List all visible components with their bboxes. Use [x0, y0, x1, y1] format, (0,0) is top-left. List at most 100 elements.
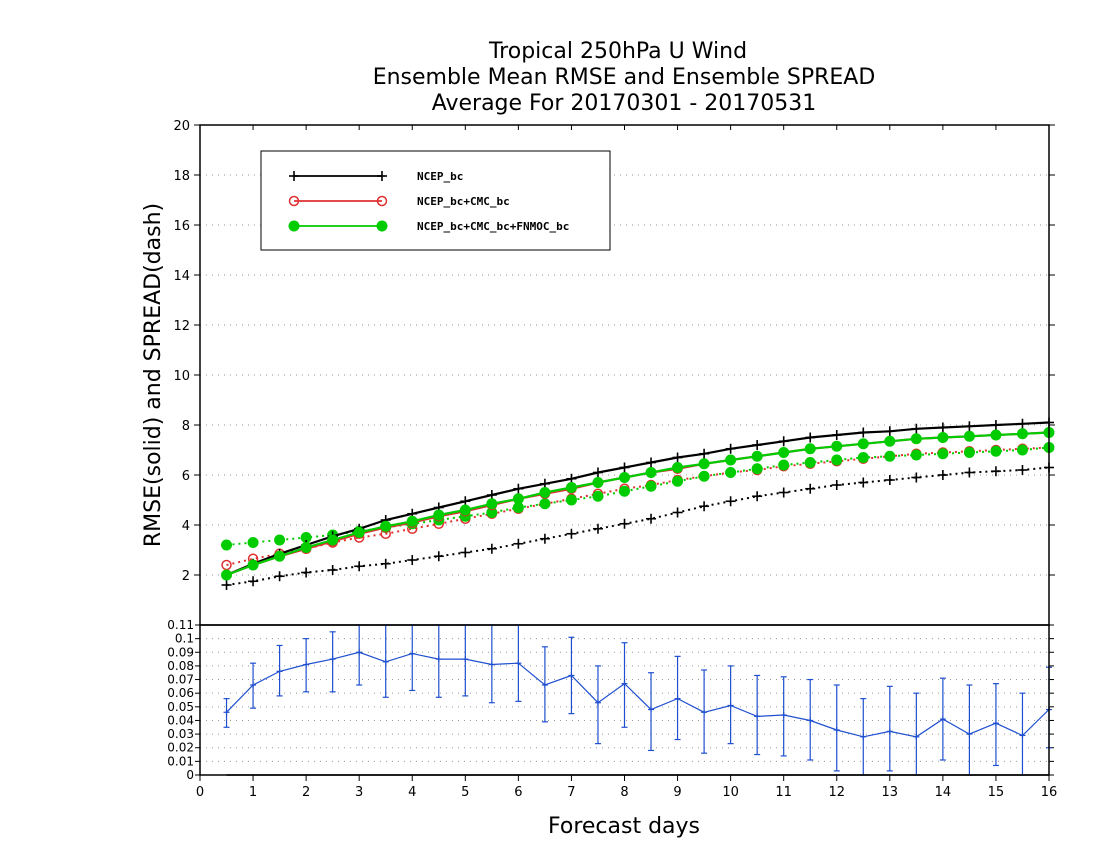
difference-point	[674, 695, 681, 702]
x-tick-label: 10	[722, 785, 739, 800]
data-point-rmse-ncep-bc-cmc-bc-fnmoc-bc	[672, 462, 684, 473]
data-point-rmse-ncep-bc-cmc-bc-fnmoc-bc	[619, 472, 630, 483]
data-point-rmse-ncep-bc-cmc-bc-fnmoc-bc	[459, 504, 471, 516]
x-tick-label: 16	[1041, 785, 1058, 800]
bottom-y-tick-label: 0.09	[167, 645, 194, 659]
data-point-spread-ncep-bc-cmc-bc-fnmoc-bc	[274, 534, 286, 546]
data-point-spread-ncep-bc	[672, 507, 683, 518]
data-point-spread-ncep-bc-cmc-bc-fnmoc-bc	[751, 463, 763, 475]
difference-point	[462, 656, 469, 663]
x-axis-label: Forecast days	[548, 814, 700, 839]
difference-point	[780, 712, 787, 718]
data-point-rmse-ncep-bc-cmc-bc-fnmoc-bc	[1016, 428, 1028, 440]
data-point-rmse-ncep-bc-cmc-bc-fnmoc-bc	[751, 450, 763, 462]
data-point-spread-ncep-bc	[1017, 465, 1028, 475]
bottom-y-tick-label: 0.04	[167, 713, 194, 727]
top-y-axis-label: RMSE(solid) and SPREAD(dash)	[141, 203, 166, 547]
data-point-rmse-ncep-bc-cmc-bc-fnmoc-bc	[406, 515, 418, 527]
data-point-rmse-ncep-bc	[699, 448, 710, 459]
difference-point	[1019, 732, 1026, 739]
data-point-spread-ncep-bc	[725, 496, 736, 507]
bottom-y-tick-label: 0.05	[167, 700, 194, 714]
data-point-rmse-ncep-bc	[964, 421, 975, 432]
difference-point	[515, 660, 522, 667]
data-point-rmse-ncep-bc	[805, 432, 816, 443]
top-y-tick-label: 20	[173, 119, 190, 134]
data-point-spread-ncep-bc	[752, 491, 763, 502]
top-y-tick-label: 18	[173, 169, 190, 184]
bottom-panel-series	[223, 624, 1052, 776]
difference-point	[860, 733, 867, 740]
data-point-spread-ncep-bc	[274, 571, 285, 582]
data-point-rmse-ncep-bc-cmc-bc-fnmoc-bc	[380, 520, 392, 532]
x-tick-label: 4	[408, 785, 416, 800]
bottom-y-tick-label: 0.06	[167, 686, 194, 700]
data-point-spread-ncep-bc-cmc-bc-fnmoc-bc	[247, 537, 259, 548]
data-point-rmse-ncep-bc-cmc-bc-fnmoc-bc	[327, 534, 339, 546]
data-point-rmse-ncep-bc-cmc-bc-fnmoc-bc	[539, 487, 551, 498]
difference-point	[913, 733, 920, 740]
data-point-rmse-ncep-bc-cmc-bc-fnmoc-bc	[963, 430, 975, 442]
data-point-rmse-ncep-bc-cmc-bc-fnmoc-bc	[937, 432, 949, 443]
difference-point	[329, 656, 336, 663]
data-point-rmse-ncep-bc-cmc-bc-fnmoc-bc	[247, 559, 259, 571]
x-tick-label: 13	[882, 785, 899, 800]
data-point-rmse-ncep-bc	[752, 440, 763, 450]
data-point-rmse-ncep-bc	[884, 426, 895, 437]
x-tick-label: 3	[355, 785, 363, 800]
difference-point	[303, 661, 310, 668]
data-point-spread-ncep-bc	[884, 475, 895, 485]
data-point-spread-ncep-bc-cmc-bc-fnmoc-bc	[831, 454, 843, 466]
data-point-spread-ncep-bc	[327, 565, 338, 575]
data-point-spread-ncep-bc	[592, 523, 603, 534]
legend-label: NCEP_bc+CMC_bc	[417, 195, 510, 208]
error-bar	[966, 684, 973, 776]
data-point-rmse-ncep-bc	[911, 423, 922, 434]
x-axis-ticks: 0 1 2 3 4 5 6 7 8 9 10 11 12 13 14 15 16	[196, 125, 1057, 800]
x-tick-label: 14	[935, 785, 952, 800]
x-tick-label: 8	[620, 785, 628, 800]
data-point-rmse-ncep-bc-cmc-bc-fnmoc-bc	[778, 447, 790, 458]
legend-marker-left	[288, 195, 300, 207]
data-point-spread-ncep-bc	[354, 561, 365, 572]
data-point-spread-ncep-bc-cmc-bc-fnmoc-bc	[645, 480, 657, 492]
data-point-rmse-ncep-bc	[646, 457, 657, 468]
legend-marker-right	[376, 195, 388, 207]
top-y-tick-label: 12	[173, 319, 190, 334]
legend-items: NCEP_bc NCEP_bc+CMC_bc NCEP_bc+CMC_bc+FNMO…	[288, 170, 569, 233]
legend-marker-right	[376, 220, 388, 232]
difference-point	[488, 661, 495, 668]
data-point-spread-ncep-bc-cmc-bc-fnmoc-bc	[1016, 444, 1028, 456]
title-line-1: Tropical 250hPa U Wind	[488, 39, 747, 64]
bottom-y-tick-label: 0.02	[167, 741, 194, 755]
bottom-panel-y-ticks: 00.010.020.030.040.050.060.070.080.090.1…	[167, 618, 1054, 782]
data-point-spread-ncep-bc	[433, 551, 444, 562]
top-panel-y-ticks: 2 4 6 8 10 12 14 16 18 20	[173, 119, 1055, 584]
data-point-rmse-ncep-bc-cmc-bc-fnmoc-bc	[274, 550, 286, 562]
bottom-y-tick-label: 0	[186, 768, 194, 782]
x-tick-label: 6	[514, 785, 522, 800]
data-point-rmse-ncep-bc	[725, 443, 736, 454]
difference-point	[435, 656, 442, 663]
difference-point	[541, 682, 548, 688]
data-point-spread-ncep-bc-cmc-bc-fnmoc-bc	[592, 490, 604, 502]
difference-point	[727, 702, 734, 709]
data-point-spread-ncep-bc	[805, 483, 816, 494]
data-point-spread-ncep-bc	[699, 501, 710, 512]
data-point-spread-ncep-bc-cmc-bc-fnmoc-bc	[221, 539, 233, 551]
difference-line	[226, 651, 1050, 738]
difference-point	[939, 716, 946, 723]
data-point-rmse-ncep-bc	[672, 452, 683, 463]
difference-point	[594, 699, 601, 706]
data-point-spread-ncep-bc	[619, 518, 630, 529]
data-point-spread-ncep-bc	[248, 576, 259, 587]
difference-point	[754, 713, 761, 720]
top-y-tick-label: 8	[182, 419, 190, 434]
data-point-rmse-ncep-bc	[513, 483, 524, 494]
data-point-spread-ncep-bc-cmc-bc-fnmoc-bc	[804, 457, 816, 468]
data-point-spread-ncep-bc	[646, 513, 657, 524]
difference-point	[382, 658, 389, 665]
x-tick-label: 7	[567, 785, 575, 800]
data-point-spread-ncep-bc-cmc-bc-fnmoc-bc	[910, 449, 922, 461]
data-point-rmse-ncep-bc	[990, 420, 1001, 430]
